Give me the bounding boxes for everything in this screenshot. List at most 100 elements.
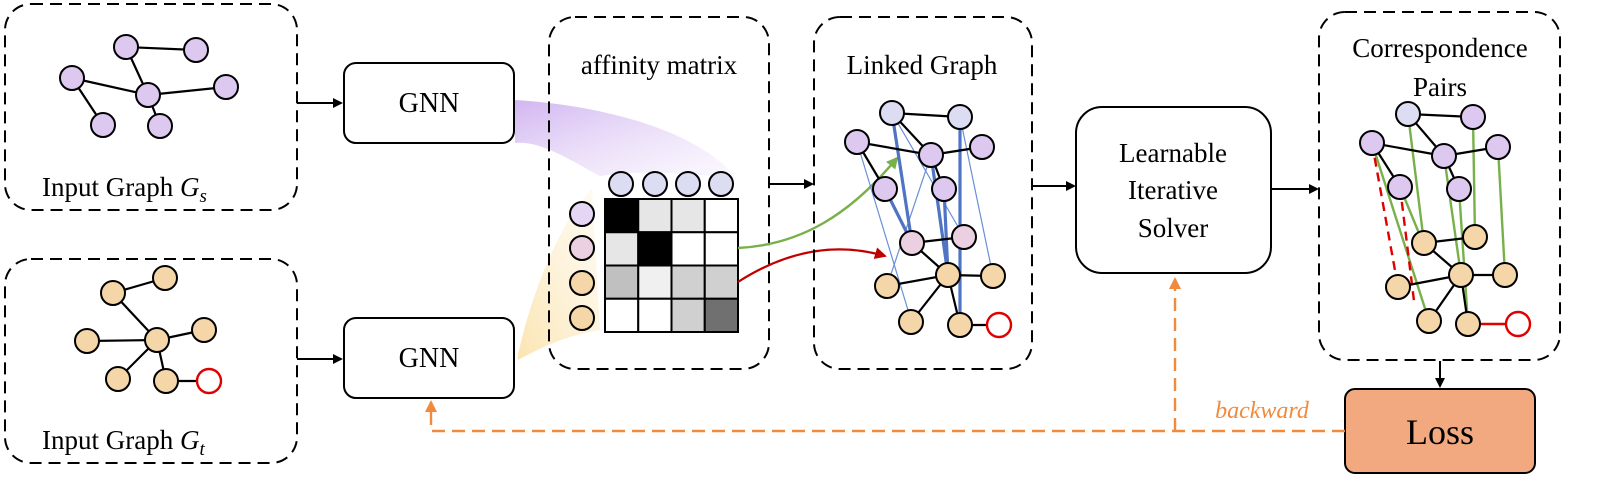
unmatched-node xyxy=(1504,310,1532,338)
input-graph-t-panel xyxy=(4,258,298,464)
node xyxy=(874,273,900,299)
node xyxy=(935,262,961,288)
node xyxy=(1446,176,1472,202)
affinity-cell xyxy=(604,198,640,234)
node xyxy=(1492,262,1518,288)
affinity-cell xyxy=(670,231,706,267)
linked-graph-panel xyxy=(813,16,1033,370)
node xyxy=(135,82,161,108)
node xyxy=(951,224,977,250)
affinity-cell xyxy=(703,297,739,333)
node xyxy=(100,280,126,306)
node xyxy=(1462,224,1488,250)
purple-embedding-ribbon xyxy=(515,100,738,180)
node xyxy=(1460,104,1486,130)
affinity-cell xyxy=(703,198,739,234)
node xyxy=(1359,130,1385,156)
loss-label: Loss xyxy=(1406,412,1474,452)
node xyxy=(1395,101,1421,127)
affinity-matrix-title: affinity matrix xyxy=(581,50,738,80)
affinity-cell xyxy=(703,231,739,267)
node xyxy=(899,230,925,256)
node xyxy=(569,235,595,261)
wrong-match-arrow xyxy=(737,247,887,283)
node xyxy=(708,171,734,197)
affinity-column-nodes xyxy=(608,171,734,197)
node xyxy=(844,129,870,155)
correspondence-graph xyxy=(1359,101,1532,338)
node xyxy=(1455,311,1481,337)
node xyxy=(105,366,131,392)
affinity-row-nodes xyxy=(569,201,595,331)
affinity-cell xyxy=(670,198,706,234)
affinity-cell xyxy=(604,297,640,333)
affinity-cell xyxy=(703,264,739,300)
node xyxy=(1485,134,1511,160)
affinity-cell xyxy=(604,231,640,267)
solver-label-line2: Iterative xyxy=(1128,175,1218,205)
affinity-matrix-panel xyxy=(548,16,770,370)
node xyxy=(90,112,116,138)
node xyxy=(1431,143,1457,169)
node xyxy=(191,317,217,343)
correspondence-title-line2: Pairs xyxy=(1413,72,1467,102)
node xyxy=(569,305,595,331)
node xyxy=(213,74,239,100)
node xyxy=(152,265,178,291)
node xyxy=(1385,274,1411,300)
input-graph-s-label: Input Graph Gs xyxy=(42,172,207,207)
input-graph-s-panel xyxy=(4,3,298,211)
affinity-matrix-grid xyxy=(604,198,739,333)
node xyxy=(144,327,170,353)
backward-path xyxy=(425,277,1345,433)
node xyxy=(608,171,634,197)
node xyxy=(59,65,85,91)
correct-match-arrow xyxy=(737,156,899,250)
node xyxy=(980,263,1006,289)
backward-label: backward xyxy=(1215,398,1310,424)
node xyxy=(113,34,139,60)
node xyxy=(1416,308,1442,334)
node xyxy=(642,171,668,197)
correspondence-title-line1: Correspondence xyxy=(1352,33,1527,63)
solver-label-line3: Solver xyxy=(1138,213,1209,243)
node xyxy=(918,142,944,168)
linked-graph xyxy=(844,100,1013,339)
input-graph-s xyxy=(59,34,239,139)
gnn-top-label: GNN xyxy=(399,88,460,119)
node xyxy=(947,104,973,130)
affinity-cell xyxy=(637,264,673,300)
gnn-bottom-label: GNN xyxy=(399,343,460,374)
node xyxy=(969,134,995,160)
node xyxy=(898,309,924,335)
unmatched-node xyxy=(195,367,223,395)
node xyxy=(879,100,905,126)
node xyxy=(947,312,973,338)
node xyxy=(675,171,701,197)
node xyxy=(931,176,957,202)
node xyxy=(147,113,173,139)
node xyxy=(1387,174,1413,200)
node xyxy=(569,270,595,296)
affinity-cell xyxy=(604,264,640,300)
input-graph-t xyxy=(74,265,223,395)
node xyxy=(1448,262,1474,288)
gnn-box-bottom xyxy=(343,317,515,399)
unmatched-node xyxy=(985,311,1013,339)
solver-label-line1: Learnable xyxy=(1119,138,1227,168)
linked-graph-title: Linked Graph xyxy=(847,50,998,80)
node xyxy=(872,176,898,202)
node xyxy=(183,37,209,63)
affinity-cell xyxy=(670,297,706,333)
gnn-box-top xyxy=(343,62,515,144)
node xyxy=(153,368,179,394)
node xyxy=(74,328,100,354)
affinity-cell xyxy=(637,297,673,333)
affinity-cell xyxy=(670,264,706,300)
node xyxy=(569,201,595,227)
input-graph-t-label: Input Graph Gt xyxy=(42,425,205,460)
affinity-cell xyxy=(637,231,673,267)
node xyxy=(1411,230,1437,256)
